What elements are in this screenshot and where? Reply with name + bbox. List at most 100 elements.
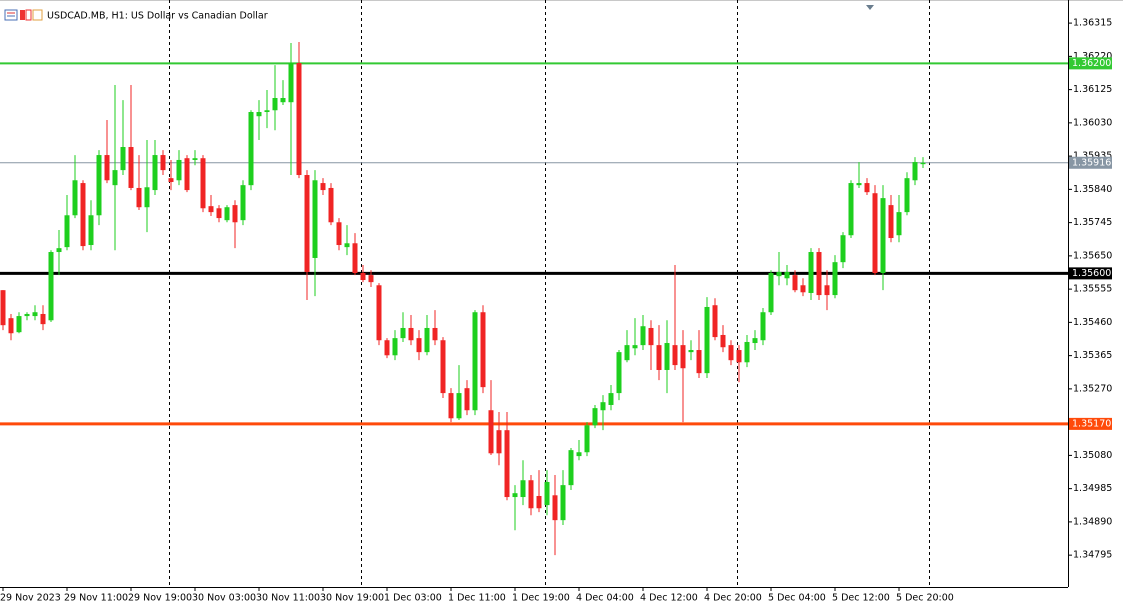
y-tick-label: 1.34795 bbox=[1073, 550, 1112, 561]
x-tick-label: 30 Nov 11:00 bbox=[256, 593, 320, 604]
candle-body bbox=[712, 305, 718, 338]
candle-body bbox=[600, 402, 606, 411]
candle-body bbox=[560, 485, 566, 521]
y-tick-label: 1.36315 bbox=[1073, 18, 1112, 29]
candle-body bbox=[360, 273, 366, 281]
icon bbox=[32, 9, 43, 21]
x-tick-label: 1 Dec 03:00 bbox=[384, 593, 442, 604]
candle-body bbox=[552, 495, 558, 521]
candle-body bbox=[376, 285, 382, 341]
candle-body bbox=[576, 452, 582, 457]
candle-body bbox=[656, 345, 662, 370]
candle-body bbox=[152, 155, 158, 191]
candle-body bbox=[544, 481, 550, 506]
candle-body bbox=[40, 313, 46, 325]
candle-body bbox=[856, 183, 862, 186]
x-tick-label: 5 Dec 20:00 bbox=[896, 593, 954, 604]
candle-body bbox=[680, 345, 686, 369]
level-label-box bbox=[1069, 156, 1112, 169]
candle-body bbox=[920, 162, 926, 165]
candle-body bbox=[432, 327, 438, 341]
candle-body bbox=[416, 338, 422, 353]
y-tick-label: 1.36125 bbox=[1073, 84, 1112, 95]
candle-body bbox=[736, 350, 742, 363]
candle-body bbox=[256, 112, 262, 117]
candle-body bbox=[424, 327, 430, 353]
y-tick-label: 1.35935 bbox=[1073, 151, 1112, 162]
candle-body bbox=[840, 235, 846, 263]
candle-body bbox=[8, 318, 14, 334]
candle-body bbox=[880, 198, 886, 274]
marker bbox=[866, 5, 874, 10]
y-tick-label: 1.35365 bbox=[1073, 350, 1112, 361]
candle-body bbox=[232, 205, 238, 223]
candle-body bbox=[456, 393, 462, 419]
x-tick-label: 29 Nov 19:00 bbox=[128, 593, 192, 604]
candle-body bbox=[128, 147, 134, 188]
candle-body bbox=[208, 206, 214, 213]
candle-body bbox=[752, 338, 758, 344]
candle-body bbox=[816, 252, 822, 296]
x-tick-label: 30 Nov 19:00 bbox=[320, 593, 384, 604]
candle-body bbox=[688, 350, 694, 353]
candle-body bbox=[328, 187, 334, 223]
candle-body bbox=[912, 162, 918, 181]
y-tick-label: 1.35745 bbox=[1073, 217, 1112, 228]
candle-body bbox=[592, 408, 598, 426]
candle-body bbox=[112, 170, 118, 186]
candle-body bbox=[632, 345, 638, 349]
candle-body bbox=[312, 180, 318, 258]
candle-body bbox=[904, 178, 910, 213]
candle-body bbox=[352, 243, 358, 274]
x-tick-label: 29 Nov 11:00 bbox=[64, 593, 128, 604]
candle-body bbox=[496, 430, 502, 454]
candle-body bbox=[344, 243, 350, 248]
candle-body bbox=[472, 312, 478, 411]
candle-body bbox=[408, 327, 414, 341]
icon bbox=[20, 10, 25, 20]
candle-body bbox=[104, 155, 110, 181]
x-tick-label: 5 Dec 04:00 bbox=[768, 593, 826, 604]
y-tick-label: 1.35270 bbox=[1073, 383, 1112, 394]
candle-body bbox=[224, 207, 230, 221]
candle-body bbox=[64, 215, 70, 248]
candle-body bbox=[264, 110, 270, 113]
candle-body bbox=[56, 248, 62, 253]
candle-body bbox=[192, 158, 198, 160]
y-tick-label: 1.35460 bbox=[1073, 317, 1112, 328]
candle-body bbox=[512, 493, 518, 498]
candle-body bbox=[304, 175, 310, 272]
candle-body bbox=[848, 183, 854, 236]
candle-body bbox=[136, 187, 142, 208]
candle-body bbox=[384, 340, 390, 356]
candle-body bbox=[72, 180, 78, 216]
level-label: 1.35600 bbox=[1072, 268, 1111, 279]
x-tick-label: 4 Dec 04:00 bbox=[576, 593, 634, 604]
candle-body bbox=[776, 271, 782, 277]
y-tick-label: 1.35555 bbox=[1073, 284, 1112, 295]
y-tick-label: 1.35840 bbox=[1073, 184, 1112, 195]
candle-body bbox=[184, 158, 190, 191]
candle-body bbox=[400, 327, 406, 339]
candle-body bbox=[160, 155, 166, 171]
candle-body bbox=[144, 187, 150, 208]
candle-body bbox=[392, 338, 398, 356]
x-tick-label: 4 Dec 20:00 bbox=[704, 593, 762, 604]
candle-body bbox=[368, 275, 374, 283]
candle-body bbox=[528, 480, 534, 509]
level-label: 1.35170 bbox=[1072, 418, 1111, 429]
level-label-box bbox=[1069, 57, 1112, 70]
candle-body bbox=[768, 273, 774, 313]
candle-body bbox=[16, 316, 22, 333]
candle-body bbox=[720, 334, 726, 348]
header-icons bbox=[4, 9, 43, 21]
x-tick-label: 4 Dec 12:00 bbox=[640, 593, 698, 604]
candle-body bbox=[704, 306, 710, 374]
icon bbox=[25, 9, 32, 21]
candle-body bbox=[568, 450, 574, 486]
candle-body bbox=[440, 340, 446, 394]
candle-body bbox=[728, 345, 734, 361]
candle-body bbox=[824, 285, 830, 296]
candle-body bbox=[744, 341, 750, 363]
candle-body bbox=[832, 262, 838, 296]
